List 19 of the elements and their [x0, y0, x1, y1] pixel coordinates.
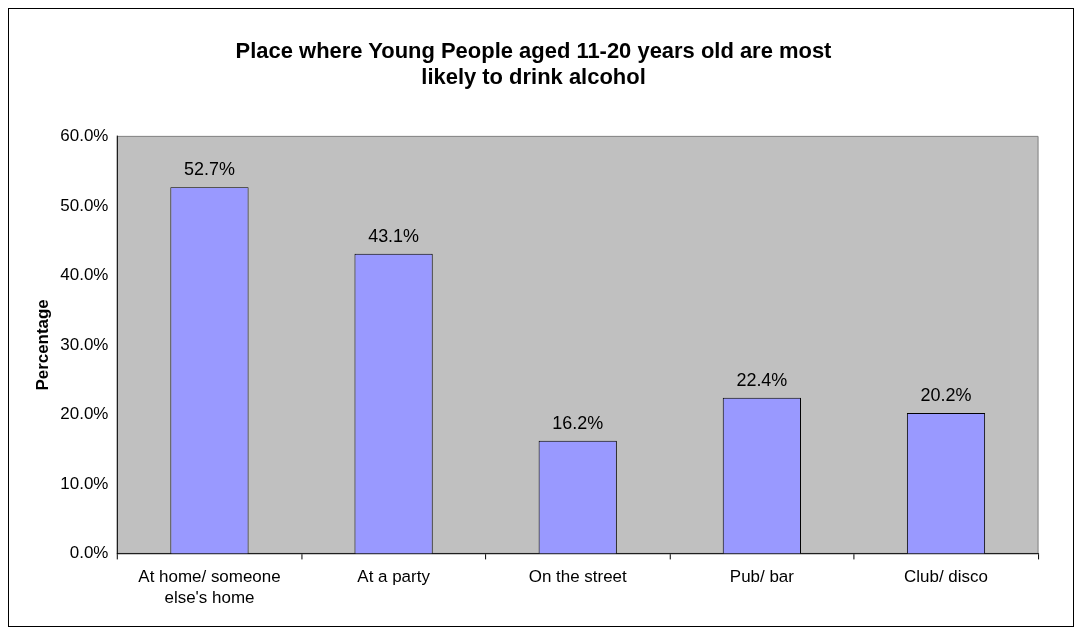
y-tick-label: 30.0% — [60, 334, 109, 354]
y-tick-label: 10.0% — [60, 473, 109, 493]
y-tick-label: 60.0% — [60, 126, 109, 146]
y-axis-title: Percentage — [32, 299, 52, 391]
x-tick-label: Pub/ bar — [729, 567, 795, 587]
y-tick-label: 20.0% — [60, 404, 109, 424]
x-tick-label: Club/ disco — [904, 567, 988, 587]
data-label: 43.1% — [368, 225, 420, 246]
x-tick-label: On the street — [528, 567, 628, 587]
y-tick-label: 40.0% — [60, 265, 109, 285]
x-tick-label: At a party — [357, 567, 431, 587]
data-label: 22.4% — [736, 369, 788, 390]
chart-title: Place where Young People aged 11-20 years old are most likely to drink alcohol — [235, 38, 833, 90]
data-label: 20.2% — [920, 385, 972, 406]
y-tick-label: 0.0% — [69, 543, 109, 563]
x-tick-label: At home/ someone else's home — [138, 567, 281, 607]
data-label: 52.7% — [184, 159, 235, 180]
y-tick-label: 50.0% — [60, 195, 109, 215]
data-label: 16.2% — [552, 412, 604, 433]
